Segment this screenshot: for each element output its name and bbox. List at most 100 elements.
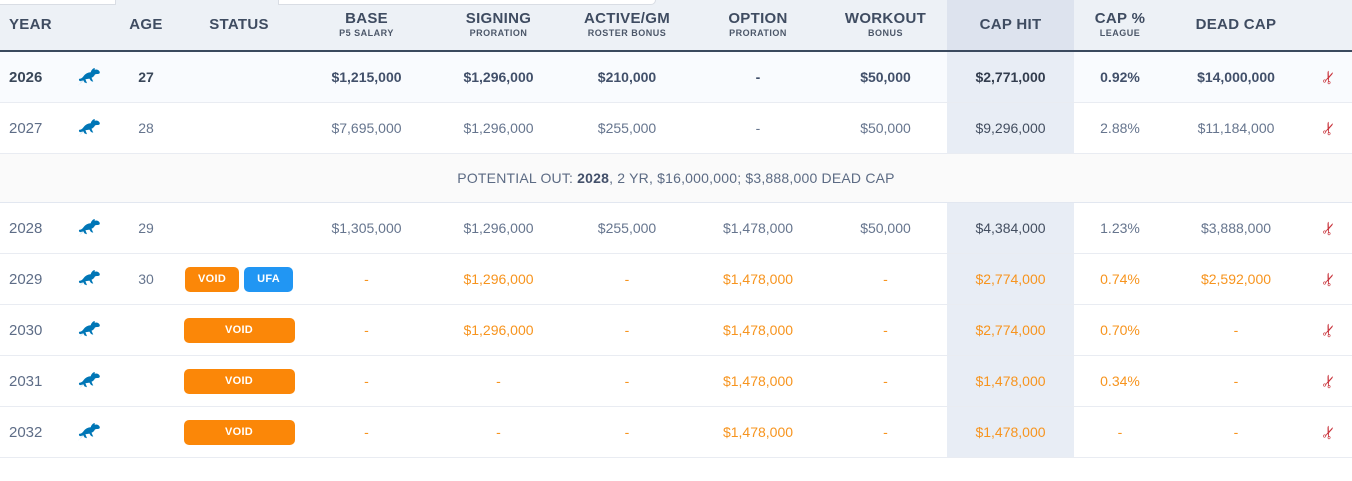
cappct-value: 1.23% <box>1100 220 1140 236</box>
cut-player-button[interactable]: ✂ <box>1317 422 1341 443</box>
deadcap-value: $3,888,000 <box>1200 220 1272 236</box>
column-header-deadcap: DEAD CAP <box>1166 0 1306 50</box>
year-value: 2031 <box>9 372 43 390</box>
status-cell: VOID <box>180 419 298 445</box>
cut-cell: ✂ <box>1306 269 1352 290</box>
status-badge-void: VOID <box>183 368 295 394</box>
active-value: $255,000 <box>597 220 657 236</box>
cut-player-button[interactable]: ✂ <box>1318 320 1341 341</box>
status-cell: VOID <box>180 317 298 343</box>
cappct-value: 0.92% <box>1100 69 1140 85</box>
age-value: 30 <box>138 271 154 287</box>
potential-out-year: 2028 <box>577 170 610 186</box>
caphit-value: $9,296,000 <box>947 103 1074 153</box>
deadcap-value: - <box>1233 424 1239 440</box>
tab-fragment-left[interactable] <box>0 0 116 5</box>
column-header-label: DEAD CAP <box>1195 16 1277 34</box>
scissors-icon: ✂ <box>1317 118 1341 138</box>
age-value: 28 <box>138 120 154 136</box>
tab-fragment-center[interactable] <box>278 0 656 5</box>
option-value: $1,478,000 <box>722 220 794 236</box>
contract-year-row-2026: 2026 27 $1,215,000 $1,296,000 $210,000 - $50,0… <box>0 52 1352 103</box>
deadcap-value: - <box>1233 373 1239 389</box>
cut-player-button[interactable]: ✂ <box>1317 118 1341 139</box>
cut-player-button[interactable]: ✂ <box>1317 218 1341 239</box>
column-header-sublabel: BONUS <box>867 28 903 39</box>
deadcap-value: $11,184,000 <box>1197 120 1275 136</box>
status-cell: VOID <box>180 368 298 394</box>
table-header-row: YEAR AGE STATUS BASE P5 SALARY SIGNING PRORATI… <box>0 0 1352 52</box>
cappct-value: 0.74% <box>1100 271 1140 287</box>
status-badge-void: VOID <box>183 419 295 445</box>
year-value: 2030 <box>9 321 43 339</box>
workout-value: - <box>883 424 888 440</box>
column-header-label: WORKOUT <box>844 10 927 28</box>
lions-logo-icon <box>62 216 112 240</box>
caphit-value: $2,771,000 <box>947 52 1074 102</box>
column-header-label: OPTION <box>728 10 788 28</box>
status-cell: VOID UFA <box>180 266 298 292</box>
base-value: $1,215,000 <box>331 69 402 85</box>
column-header-cut-spacer <box>1306 0 1352 50</box>
column-header-label: BASE <box>345 10 388 28</box>
cappct-value: - <box>1117 424 1123 440</box>
option-value: $1,478,000 <box>722 424 794 440</box>
cut-player-button[interactable]: ✂ <box>1317 371 1341 392</box>
column-header-sublabel: LEAGUE <box>1099 28 1141 39</box>
cut-cell: ✂ <box>1306 371 1352 392</box>
status-badge-void: VOID <box>183 317 295 343</box>
scissors-icon: ✂ <box>1317 371 1341 391</box>
cut-cell: ✂ <box>1306 422 1352 443</box>
cappct-value: 0.70% <box>1100 322 1140 338</box>
deadcap-value: $2,592,000 <box>1200 271 1272 287</box>
cut-cell: ✂ <box>1306 118 1352 139</box>
age-value: 29 <box>138 220 154 236</box>
column-header-age: AGE <box>112 0 180 50</box>
caphit-value: $1,478,000 <box>947 356 1074 406</box>
table-body: 2026 27 $1,215,000 $1,296,000 $210,000 - $50,0… <box>0 52 1352 458</box>
year-value: 2028 <box>9 219 43 237</box>
option-value: - <box>755 69 761 85</box>
active-value: - <box>624 271 630 287</box>
option-value: $1,478,000 <box>722 271 794 287</box>
signing-value: $1,296,000 <box>463 120 534 136</box>
status-badge-void: VOID <box>185 266 240 292</box>
status-badge-ufa: UFA <box>244 266 293 292</box>
workout-value: - <box>883 373 888 389</box>
column-header-label: AGE <box>129 16 163 34</box>
active-value: - <box>624 373 630 389</box>
column-header-label: CAP HIT <box>979 16 1042 34</box>
signing-value: $1,296,000 <box>463 220 534 236</box>
lions-logo-icon <box>62 369 112 393</box>
contract-year-row-2030: 2030 VOID - $1,296,000 - $1,478,000 - $2,774,00… <box>0 305 1352 356</box>
base-value: - <box>364 271 369 287</box>
base-value: $7,695,000 <box>331 120 402 136</box>
age-value: 27 <box>138 69 154 85</box>
column-header-base: BASE P5 SALARY <box>298 0 435 50</box>
caphit-value: $4,384,000 <box>947 203 1074 253</box>
cut-player-button[interactable]: ✂ <box>1317 269 1341 290</box>
column-header-year: YEAR <box>0 0 112 50</box>
lions-logo-icon <box>62 267 112 291</box>
column-header-signing: SIGNING PRORATION <box>435 0 562 50</box>
column-header-cappct: CAP % LEAGUE <box>1074 0 1166 50</box>
base-value: $1,305,000 <box>331 220 402 236</box>
lions-logo-icon <box>62 116 112 140</box>
scissors-icon: ✂ <box>1317 218 1341 238</box>
contract-year-row-2032: 2032 VOID - - - $1,478,000 - $1,478,000 - - ✂ <box>0 407 1352 458</box>
year-value: 2032 <box>9 423 43 441</box>
contract-year-row-2029: 2029 30 VOID UFA - $1,296,000 - $1,478,000 - $2,7… <box>0 254 1352 305</box>
scissors-icon: ✂ <box>1317 67 1341 87</box>
scissors-icon: ✂ <box>1317 422 1341 442</box>
scissors-icon: ✂ <box>1317 269 1341 289</box>
column-header-label: SIGNING <box>465 10 532 28</box>
cut-player-button[interactable]: ✂ <box>1317 67 1341 88</box>
option-value: $1,478,000 <box>722 322 794 338</box>
option-value: - <box>755 120 761 136</box>
column-header-sublabel: P5 SALARY <box>339 28 394 39</box>
cut-cell: ✂ <box>1306 67 1352 88</box>
column-header-option: OPTION PRORATION <box>692 0 824 50</box>
column-header-caphit: CAP HIT <box>947 0 1074 50</box>
contract-year-row-2031: 2031 VOID - - - $1,478,000 - $1,478,000 0.34% - ✂ <box>0 356 1352 407</box>
